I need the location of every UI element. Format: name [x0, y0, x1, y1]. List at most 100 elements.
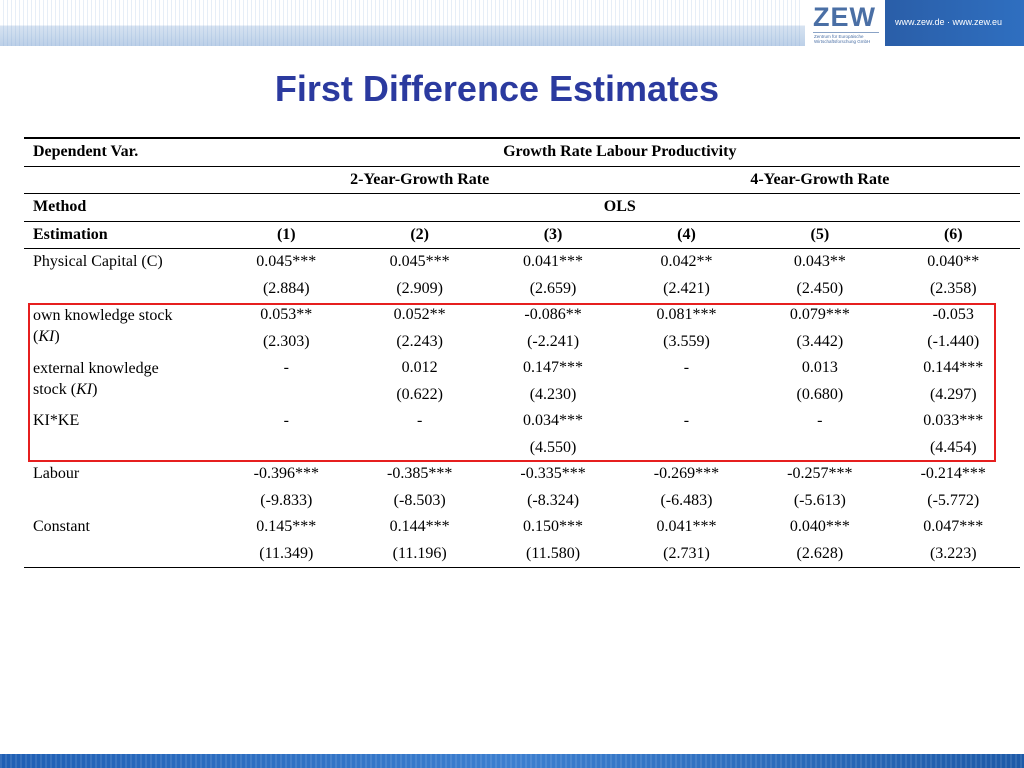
tstat-cell: (-8.324)	[527, 491, 580, 509]
tstat-cell: (3.442)	[796, 332, 844, 350]
coef-cell: -0.214***	[920, 465, 986, 483]
tstat-cell: (3.559)	[663, 332, 710, 350]
table-row-coef: external knowledge stock (KI) - 0.012 0.…	[24, 355, 1020, 398]
coef-cell: 0.041***	[523, 253, 584, 271]
zew-logo: ZEW Zentrum für Europäische Wirtschaftsf…	[805, 0, 885, 48]
tstat-cell: (-5.613)	[793, 491, 846, 509]
tstat-cell: (2.243)	[396, 332, 443, 350]
tstat-cell: (4.230)	[529, 385, 577, 403]
row-label: own knowledge stock (KI)	[33, 307, 173, 345]
tstat-cell: (-6.483)	[660, 491, 713, 509]
tstat-cell	[753, 435, 886, 462]
coef-cell: 0.144***	[923, 359, 984, 377]
coef-cell: -0.385***	[387, 465, 453, 483]
tstat-cell: (4.454)	[929, 438, 977, 456]
tstat-cell: (2.731)	[619, 540, 754, 568]
header-stripes	[0, 0, 800, 46]
coef-cell: -	[683, 359, 690, 377]
table-row-method: Method OLS	[24, 193, 1020, 222]
table-row-tstat: (-9.833) (-8.503) (-8.324) (-6.483) (-5.…	[24, 488, 1020, 515]
tstat-cell: (0.680)	[796, 385, 844, 403]
tstat-cell: (2.303)	[262, 332, 310, 350]
coef-cell: 0.041***	[656, 518, 717, 536]
header-url: www.zew.de · www.zew.eu	[895, 17, 1003, 27]
column-header: (5)	[753, 221, 887, 249]
coef-cell: 0.079***	[789, 306, 850, 324]
header-url-panel	[885, 0, 1024, 46]
tstat-cell: (11.349)	[219, 540, 353, 568]
coef-cell: -	[417, 412, 423, 430]
row-label: Physical Capital (C)	[33, 253, 163, 271]
table-row-dependent: Dependent Var. Growth Rate Labour Produc…	[24, 137, 1020, 167]
tstat-cell: (0.622)	[396, 385, 443, 403]
tstat-cell: (-2.241)	[527, 332, 580, 350]
tstat-cell: (4.297)	[929, 385, 977, 403]
slide-title: First Difference Estimates	[274, 68, 720, 109]
coef-cell: 0.145***	[256, 518, 317, 536]
tstat-cell: (2.628)	[753, 540, 887, 568]
column-header: (6)	[886, 221, 1020, 249]
coef-cell: 0.043**	[793, 253, 846, 271]
logo-text: ZEW	[813, 2, 876, 32]
coef-cell: 0.045***	[389, 253, 450, 271]
coef-cell: 0.034***	[523, 412, 584, 430]
coef-cell: 0.052**	[393, 306, 446, 324]
table-row-coef: own knowledge stock (KI) 0.053** 0.052**…	[24, 302, 1020, 345]
tstat-cell: (11.580)	[486, 540, 620, 568]
coef-cell: 0.147***	[523, 359, 584, 377]
coef-cell: -	[817, 412, 823, 430]
table-row-coef: Constant 0.145*** 0.144*** 0.150*** 0.04…	[24, 514, 1020, 541]
column-header: (4)	[619, 221, 754, 249]
table-row-coef: Physical Capital (C) 0.045*** 0.045*** 0…	[24, 249, 1020, 276]
table-row-tstat: (0.622) (4.230) (0.680) (4.297)	[24, 382, 1020, 409]
table-row-coef: KI*KE - - 0.034*** - - 0.033***	[24, 408, 1020, 435]
row-label: Labour	[33, 465, 80, 483]
table-row-tstat: (11.349) (11.196) (11.580) (2.731) (2.62…	[24, 540, 1020, 568]
row-label: KI*KE	[33, 412, 80, 430]
group-2yr: 2-Year-Growth Rate	[219, 166, 620, 194]
tstat-cell: (2.884)	[262, 279, 310, 297]
coef-cell: 0.045***	[256, 253, 317, 271]
tstat-cell	[353, 435, 486, 462]
tstat-cell: (-1.440)	[927, 332, 980, 350]
row-label: Constant	[33, 518, 90, 536]
coef-cell: -0.335***	[520, 465, 586, 483]
coef-cell: 0.012	[401, 359, 438, 377]
logo-subtext: Zentrum für Europäische Wirtschaftsforsc…	[814, 34, 871, 44]
coef-cell: 0.033***	[923, 412, 984, 430]
table-row-groups: 2-Year-Growth Rate 4-Year-Growth Rate	[24, 166, 1020, 194]
coef-cell: -0.086**	[524, 306, 582, 324]
method-label: Method	[24, 193, 220, 222]
tstat-cell: (4.550)	[529, 438, 577, 456]
coef-cell: 0.042**	[660, 253, 713, 271]
dependent-var-value: Growth Rate Labour Productivity	[219, 137, 1020, 167]
footer-band	[0, 754, 1024, 768]
coef-cell: 0.053**	[260, 306, 313, 324]
coef-cell: 0.144***	[389, 518, 450, 536]
method-value: OLS	[219, 193, 1020, 222]
tstat-cell	[620, 435, 753, 462]
tstat-cell	[220, 382, 353, 409]
table-row-estimation: Estimation (1) (2) (3) (4) (5) (6)	[24, 221, 1020, 249]
column-header: (2)	[352, 221, 487, 249]
coef-cell: -0.257***	[787, 465, 853, 483]
coef-cell: -	[683, 412, 690, 430]
column-header: (3)	[486, 221, 620, 249]
table-row-tstat: (4.550) (4.454)	[24, 435, 1020, 462]
tstat-cell: (2.659)	[529, 279, 577, 297]
coef-cell: -0.053	[932, 306, 974, 324]
tstat-cell: (2.450)	[796, 279, 844, 297]
table-row-tstat: (2.303) (2.243) (-2.241) (3.559) (3.442)…	[24, 329, 1020, 356]
coef-cell: -0.396***	[253, 465, 319, 483]
table-row-coef: Labour -0.396*** -0.385*** -0.335*** -0.…	[24, 461, 1020, 488]
tstat-cell: (2.421)	[663, 279, 710, 297]
logo-divider	[813, 32, 879, 33]
tstat-cell: (2.358)	[929, 279, 977, 297]
coef-cell: 0.040***	[789, 518, 850, 536]
coef-cell: 0.013	[801, 359, 838, 377]
estimation-label: Estimation	[24, 221, 220, 249]
coef-cell: -	[283, 359, 289, 377]
table-row-tstat: (2.884) (2.909) (2.659) (2.421) (2.450) …	[24, 276, 1020, 303]
column-header: (1)	[219, 221, 353, 249]
coef-cell: 0.040**	[927, 253, 980, 271]
